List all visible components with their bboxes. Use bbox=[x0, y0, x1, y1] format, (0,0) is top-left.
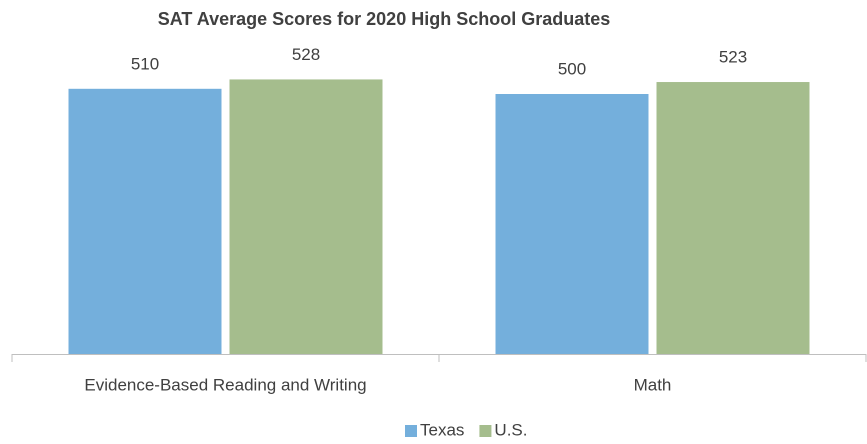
bar bbox=[495, 94, 649, 354]
legend-label: U.S. bbox=[494, 420, 527, 439]
x-tick-label: Evidence-Based Reading and Writing bbox=[84, 375, 366, 394]
chart-title: SAT Average Scores for 2020 High School … bbox=[158, 9, 610, 29]
legend-swatch bbox=[479, 425, 492, 437]
data-label: 500 bbox=[558, 59, 586, 78]
data-label: 528 bbox=[292, 45, 320, 64]
x-tick-label: Math bbox=[634, 375, 672, 394]
legend-label: Texas bbox=[420, 420, 464, 439]
legend-swatch bbox=[405, 425, 417, 437]
data-label: 510 bbox=[131, 54, 159, 73]
data-label: 523 bbox=[719, 48, 747, 67]
bar bbox=[229, 79, 383, 354]
bar bbox=[68, 88, 222, 355]
bar bbox=[656, 82, 810, 354]
